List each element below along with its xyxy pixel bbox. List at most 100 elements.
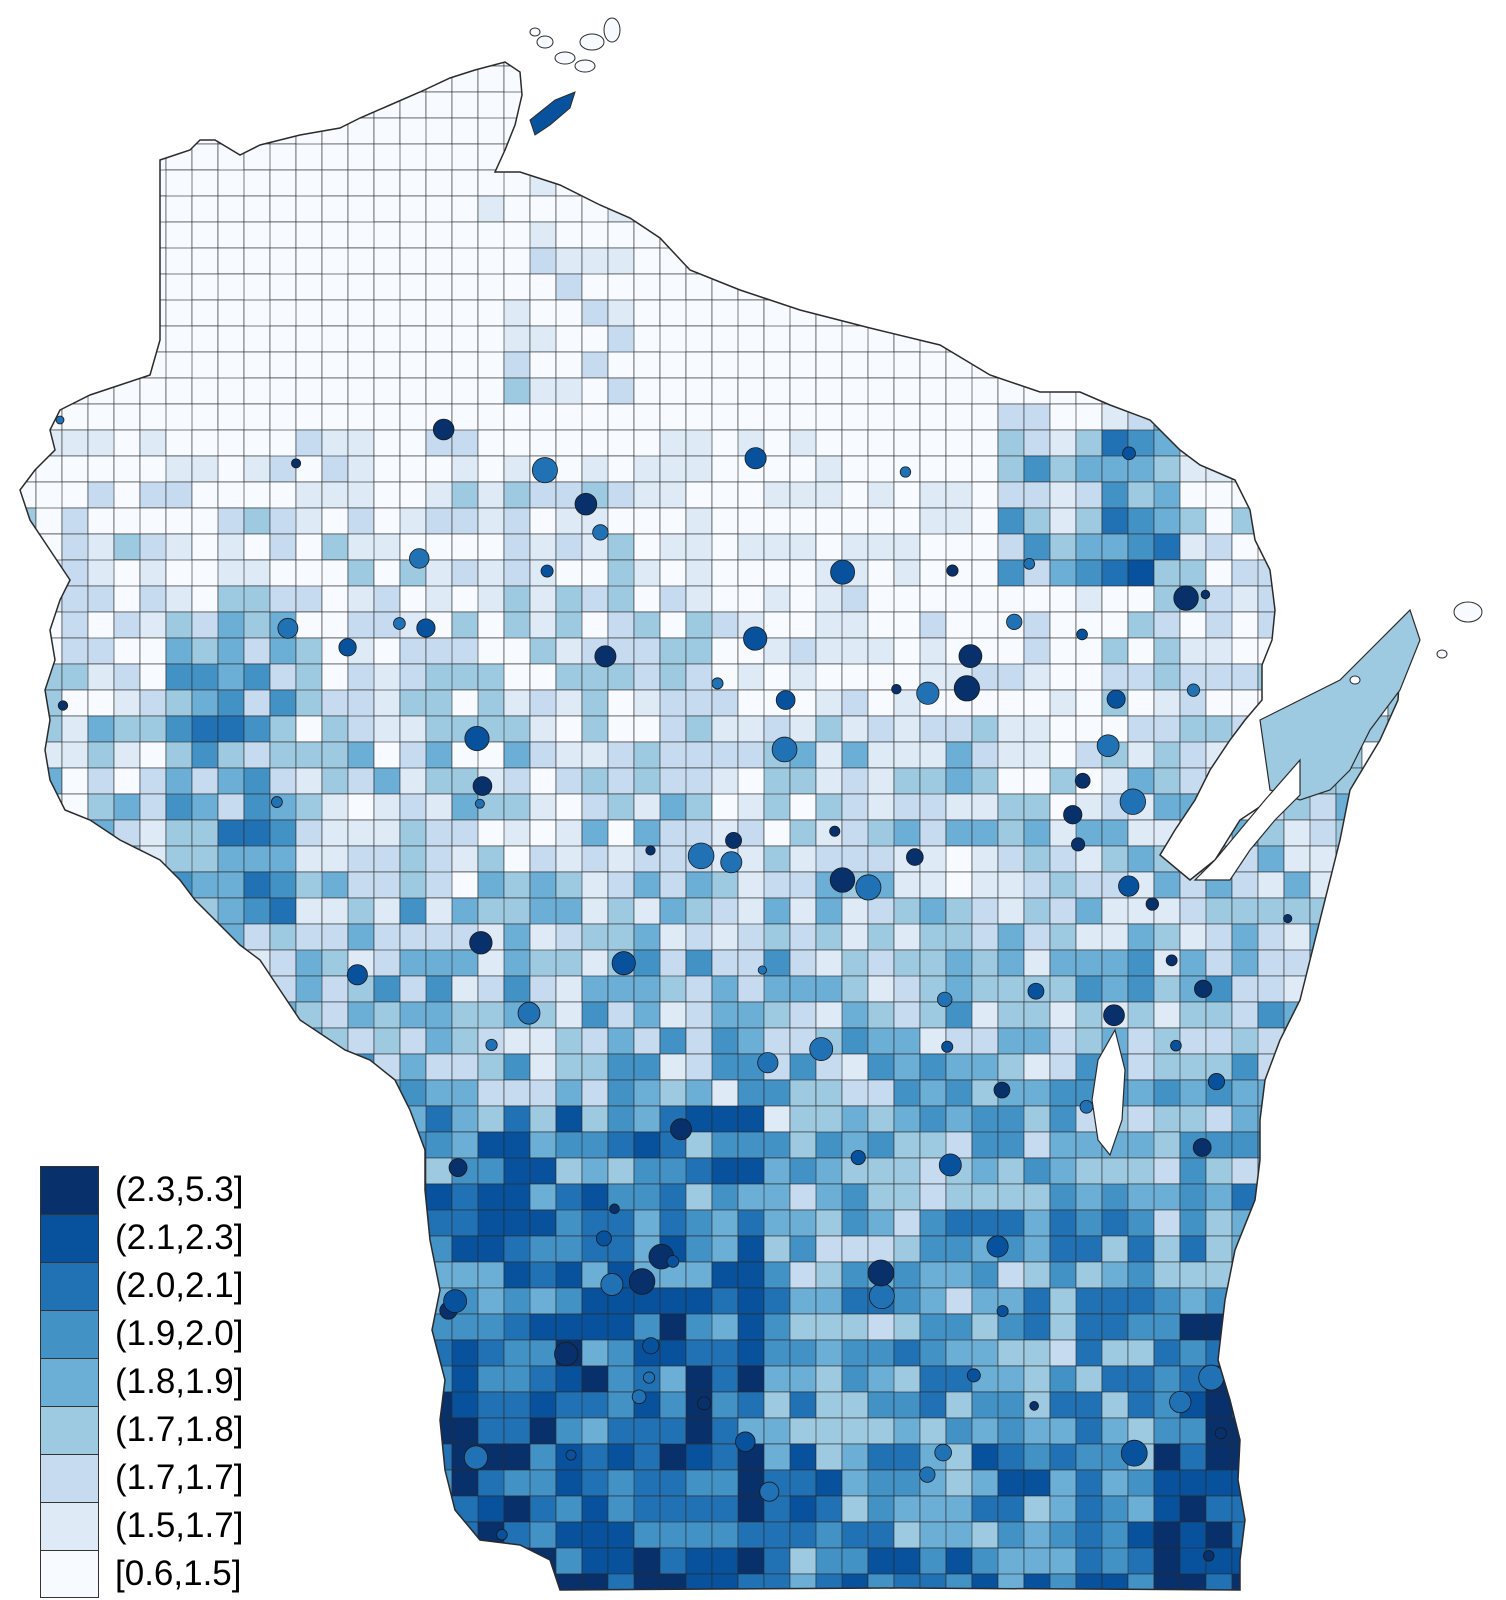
township-tile [1257, 507, 1285, 535]
city-polygon [867, 1259, 895, 1287]
township-tile [373, 1547, 427, 1575]
township-tile [87, 299, 141, 353]
township-tile [1257, 299, 1285, 327]
township-tile [451, 1235, 479, 1263]
township-tile [1231, 897, 1259, 925]
township-tile [607, 1235, 635, 1263]
township-tile [1075, 1183, 1103, 1211]
township-tile [139, 1131, 193, 1159]
township-tile [243, 1183, 271, 1211]
township-tile [373, 1209, 401, 1263]
township-tile [1361, 169, 1389, 223]
township-tile [1361, 1287, 1400, 1315]
city-polygon [1283, 914, 1293, 924]
city-polygon [103, 1089, 120, 1106]
township-tile [1101, 351, 1129, 379]
township-tile [1361, 585, 1389, 613]
township-tile [893, 429, 921, 457]
city-polygon [416, 618, 436, 638]
township-tile [269, 1287, 323, 1315]
township-tile [1153, 1131, 1181, 1159]
township-tile [1309, 1183, 1363, 1211]
township-tile [1049, 195, 1077, 223]
township-tile [659, 1079, 687, 1107]
township-tile [269, 1053, 297, 1107]
township-tile [763, 273, 791, 301]
township-tile [867, 247, 895, 275]
township-tile [20, 117, 37, 145]
city-polygon [574, 492, 598, 516]
township-tile [945, 429, 973, 457]
legend-item: (1.5,1.7] [40, 1502, 243, 1550]
township-tile [243, 1443, 271, 1497]
township-tile [347, 1053, 375, 1081]
township-tile [1023, 221, 1051, 249]
township-tile [607, 1339, 635, 1367]
township-tile [1023, 611, 1051, 639]
township-tile [789, 715, 817, 743]
township-tile [1335, 1443, 1363, 1471]
township-tile [1361, 455, 1389, 483]
township-tile [737, 793, 765, 821]
township-tile [1231, 1313, 1259, 1341]
township-tile [399, 247, 427, 275]
township-tile [711, 247, 739, 275]
township-tile [87, 1027, 115, 1055]
township-tile [1205, 1339, 1259, 1367]
city-polygon [517, 1001, 541, 1025]
township-tile [1257, 533, 1285, 561]
township-tile [399, 65, 427, 93]
township-tile [165, 949, 219, 977]
city-polygon [744, 447, 767, 470]
township-tile [971, 949, 999, 977]
township-tile [243, 62, 271, 93]
township-tile [659, 871, 687, 899]
township-tile [451, 949, 479, 977]
township-tile [893, 507, 921, 535]
township-tile [815, 923, 843, 951]
township-tile [789, 1131, 817, 1159]
township-tile [555, 1079, 583, 1107]
township-tile [295, 741, 323, 769]
township-tile [61, 897, 89, 925]
township-tile [685, 585, 713, 613]
township-tile [113, 91, 167, 119]
township-tile [1127, 741, 1155, 769]
township-tile [1387, 62, 1400, 67]
township-tile [1309, 533, 1337, 561]
city-polygon [611, 951, 636, 976]
township-tile [945, 91, 973, 119]
township-tile [581, 975, 609, 1003]
township-tile [243, 1235, 271, 1263]
township-tile [1127, 1157, 1155, 1185]
township-tile [659, 637, 687, 665]
township-tile [555, 923, 583, 951]
township-tile [35, 845, 63, 873]
township-tile [711, 533, 739, 561]
township-tile [607, 585, 635, 613]
township-tile [165, 1053, 193, 1081]
township-tile [35, 585, 63, 613]
township-tile [87, 91, 115, 119]
township-tile [1414, 40, 1440, 92]
township-tile [1153, 1261, 1181, 1289]
township-tile [711, 741, 739, 769]
township-tile [1414, 976, 1440, 1002]
township-tile [659, 1339, 687, 1367]
township-tile [841, 143, 869, 171]
township-tile [1387, 65, 1400, 93]
township-tile [529, 65, 583, 93]
township-tile [867, 1053, 895, 1081]
township-tile [1049, 1443, 1077, 1471]
township-tile [1309, 169, 1337, 197]
township-tile [1101, 767, 1129, 795]
township-tile [1127, 637, 1155, 665]
township-tile [20, 1547, 37, 1575]
township-tile [815, 507, 843, 535]
township-tile [685, 195, 713, 223]
township-tile [841, 793, 869, 821]
township-tile [243, 923, 271, 951]
township-tile [1231, 1053, 1259, 1081]
township-tile [1153, 559, 1181, 587]
township-tile [1283, 559, 1311, 587]
